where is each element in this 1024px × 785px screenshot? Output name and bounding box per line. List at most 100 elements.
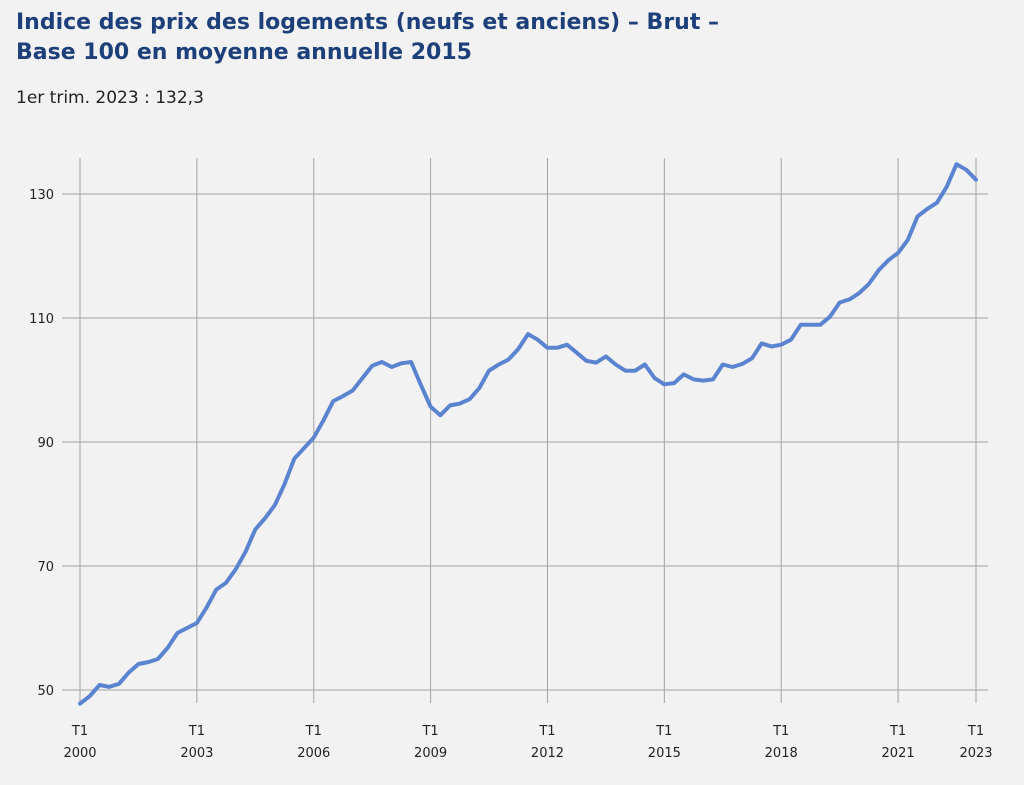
data-point [837, 300, 843, 306]
x-tick-quarter: T1 [421, 724, 438, 739]
x-tick-quarter: T1 [655, 724, 672, 739]
x-tick-year: 2000 [63, 746, 96, 761]
data-point [768, 344, 774, 350]
x-tick-quarter: T1 [71, 724, 88, 739]
x-tick-year: 2006 [297, 746, 330, 761]
y-tick-label: 130 [29, 188, 54, 203]
data-point [213, 587, 219, 593]
data-point [77, 701, 83, 707]
data-point [291, 456, 297, 462]
data-point [418, 382, 424, 388]
data-point [184, 625, 190, 631]
data-point [671, 380, 677, 386]
data-point [116, 681, 122, 687]
data-point [710, 376, 716, 382]
data-point [272, 502, 278, 508]
data-point [262, 515, 268, 521]
x-tick-year: 2009 [414, 746, 447, 761]
data-point [574, 350, 580, 356]
data-point [223, 580, 229, 586]
y-tick-label: 90 [37, 436, 54, 451]
data-point [661, 381, 667, 387]
data-point [243, 549, 249, 555]
x-tick-year: 2018 [765, 746, 798, 761]
data-point [739, 361, 745, 367]
data-point [408, 359, 414, 365]
data-point [554, 345, 560, 351]
data-point [496, 362, 502, 368]
x-tick-quarter: T1 [538, 724, 555, 739]
data-point [525, 331, 531, 337]
data-point [359, 375, 365, 381]
data-point [174, 630, 180, 636]
data-point [194, 620, 200, 626]
data-point [593, 360, 599, 366]
data-point [447, 402, 453, 408]
x-tick-year: 2003 [180, 746, 213, 761]
data-point [759, 340, 765, 346]
data-point [866, 281, 872, 287]
data-point [467, 396, 473, 402]
y-tick-label: 50 [37, 684, 54, 699]
data-point [457, 401, 463, 407]
data-point [642, 362, 648, 368]
data-point [476, 385, 482, 391]
data-point [282, 481, 288, 487]
x-tick-year: 2015 [648, 746, 681, 761]
data-point [934, 200, 940, 206]
data-point [944, 184, 950, 190]
series-layer [77, 161, 979, 707]
data-point [165, 645, 171, 651]
data-point [885, 257, 891, 263]
series-line [78, 162, 978, 706]
data-point [389, 364, 395, 370]
data-point [915, 213, 921, 219]
data-point [398, 360, 404, 366]
data-point [691, 376, 697, 382]
data-point [145, 659, 151, 665]
data-point [535, 337, 541, 343]
data-point [155, 656, 161, 662]
data-point [730, 364, 736, 370]
data-point [954, 161, 960, 167]
data-point [320, 417, 326, 423]
data-point [544, 345, 550, 351]
data-point [778, 342, 784, 348]
data-point [379, 359, 385, 365]
data-point [963, 167, 969, 173]
data-point [437, 412, 443, 418]
y-tick-label: 110 [29, 312, 54, 327]
data-point [350, 388, 356, 394]
data-point [876, 267, 882, 273]
x-tick-quarter: T1 [188, 724, 205, 739]
data-point [807, 322, 813, 328]
data-point [798, 322, 804, 328]
data-point [233, 566, 239, 572]
data-point [126, 670, 132, 676]
y-axis: 50 70 90 110 130 [29, 188, 54, 699]
data-point [564, 342, 570, 348]
chart-title: Indice des prix des logements (neufs et … [16, 10, 720, 65]
data-point [486, 368, 492, 374]
data-point [311, 435, 317, 441]
data-point [301, 445, 307, 451]
x-tick-quarter: T1 [305, 724, 322, 739]
y-tick-label: 70 [37, 560, 54, 575]
data-point [652, 375, 658, 381]
data-point [856, 290, 862, 296]
data-point [96, 682, 102, 688]
data-point [681, 371, 687, 377]
data-point [87, 693, 93, 699]
x-tick-quarter: T1 [967, 724, 984, 739]
data-point [632, 368, 638, 374]
x-tick-year: 2012 [531, 746, 564, 761]
data-point [720, 362, 726, 368]
data-point [252, 526, 258, 532]
data-point [924, 206, 930, 212]
data-point [973, 177, 979, 183]
data-point [622, 368, 628, 374]
data-point [895, 250, 901, 256]
data-point [506, 357, 512, 363]
data-point [905, 237, 911, 243]
